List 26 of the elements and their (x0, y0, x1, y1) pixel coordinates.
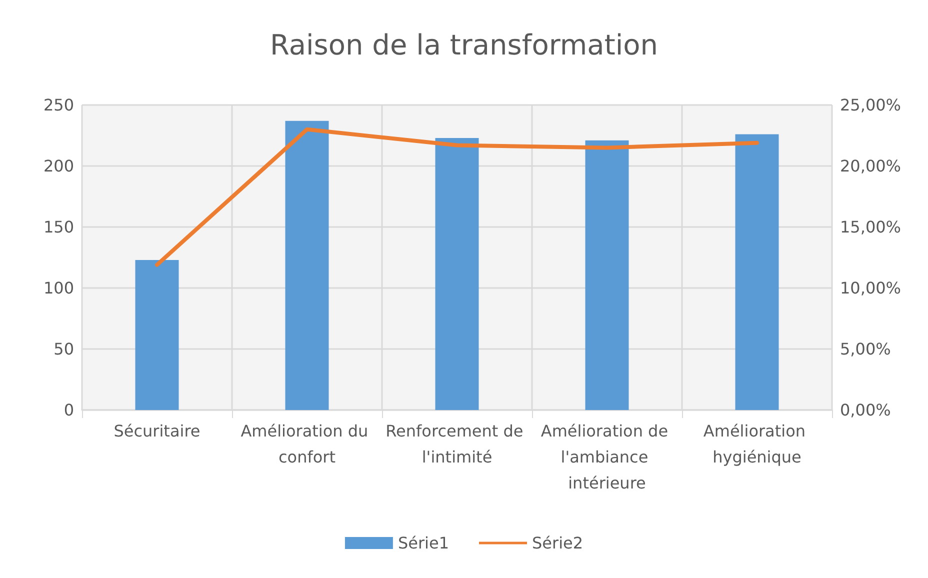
x-tick-label: Amélioration du confort (240, 422, 374, 466)
y2-tick-label: 5,00% (840, 340, 891, 358)
y-tick-label: 100 (43, 278, 74, 298)
bar (135, 260, 179, 410)
y-tick-label: 50 (54, 340, 74, 358)
legend-label: Série2 (532, 534, 584, 552)
y-tick-label: 250 (43, 96, 74, 114)
y2-tick-label: 0,00% (840, 400, 891, 420)
bar (285, 120, 329, 410)
bar (735, 134, 779, 410)
y2-tick-label: 10,00% (840, 278, 902, 298)
y2-tick-label: 20,00% (840, 156, 902, 176)
x-tick-label: Amélioration hygiénique (703, 422, 811, 466)
y2-tick-label: 15,00% (840, 218, 902, 236)
legend-label: Série1 (398, 534, 449, 552)
chart-title: Raison de la transformation (270, 28, 658, 62)
bar (585, 140, 629, 410)
bar (435, 138, 479, 410)
y-tick-label: 200 (43, 156, 74, 176)
x-tick-label: Amélioration de l'ambiance intérieure (540, 422, 674, 492)
y-tick-label: 0 (64, 400, 74, 420)
y-tick-label: 150 (43, 218, 74, 236)
line-series (155, 127, 759, 267)
x-tick-label: Renforcement de l'intimité (386, 422, 528, 466)
x-tick-label: Sécuritaire (114, 422, 200, 440)
y2-tick-label: 25,00% (840, 96, 902, 114)
